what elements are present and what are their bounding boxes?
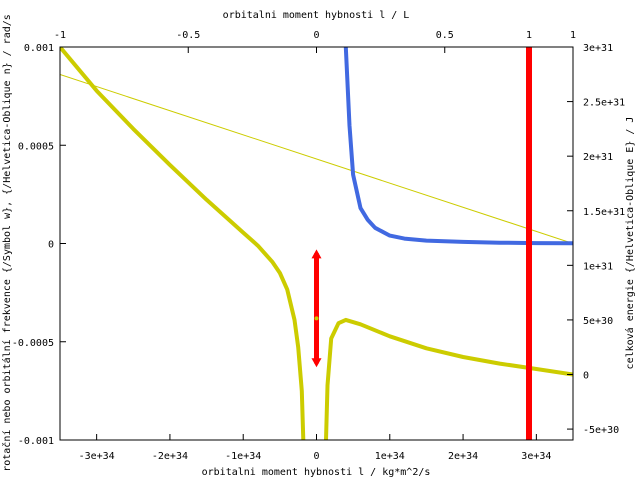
arrow-head-down (311, 358, 322, 368)
y-right-tick-label: -5e+30 (583, 425, 619, 436)
orbital-frequency-series (343, 47, 573, 246)
x-top-tick-label: -1 (54, 30, 66, 41)
y-axis-label-right: celková energie {/Helvetica-Oblique E} /… (624, 117, 636, 370)
y-left-tick-label: -0.0005 (12, 338, 54, 349)
x-bottom-tick-label: 0 (313, 451, 319, 462)
arrow-head-up (311, 249, 322, 259)
y-right-tick-label: 0 (583, 371, 589, 382)
x-axis-label-bottom: orbitalni moment hybnosti l / kg*m^2/s (202, 467, 431, 478)
y-left-tick-label: -0.001 (18, 436, 54, 447)
x-bottom-tick-label: -3e+34 (79, 451, 115, 462)
y-right-tick-label: 2.5e+31 (583, 98, 625, 109)
x-bottom-tick-label: 1e+34 (375, 451, 405, 462)
y-right-tick-label: 1.5e+31 (583, 207, 625, 218)
y-left-tick-label: 0 (48, 240, 54, 251)
x-bottom-tick-label: 2e+34 (448, 451, 478, 462)
x-bottom-tick-label: -1e+34 (225, 451, 261, 462)
y-left-tick-label: 0.0005 (18, 141, 54, 152)
y-left-tick-label: 0.001 (24, 43, 54, 54)
energy-curve-series (60, 47, 306, 440)
y-right-tick-label: 1e+31 (583, 261, 613, 272)
x-axis-label-top: orbitalni moment hybnosti l / L (223, 10, 410, 21)
x-top-tick-label: -0.5 (176, 30, 200, 41)
x-top-tick-label: 0.5 (436, 30, 454, 41)
energy-curve-series (324, 317, 573, 440)
x-bottom-tick-label: -2e+34 (152, 451, 188, 462)
y-right-tick-label: 2e+31 (583, 152, 613, 163)
arrow-center-dot (314, 316, 319, 321)
y-right-tick-label: 3e+31 (583, 43, 613, 54)
x-top-tick-label: 1 (570, 30, 576, 41)
y-axis-label-left: rotační nebo orbitální frekvence {/Symbo… (1, 14, 13, 472)
x-top-tick-label: 0 (313, 30, 319, 41)
x-bottom-tick-label: 3e+34 (521, 451, 551, 462)
thin-line-series (60, 74, 573, 244)
y-right-tick-label: 5e+30 (583, 316, 613, 327)
marker-top-label: 1 (526, 30, 532, 41)
